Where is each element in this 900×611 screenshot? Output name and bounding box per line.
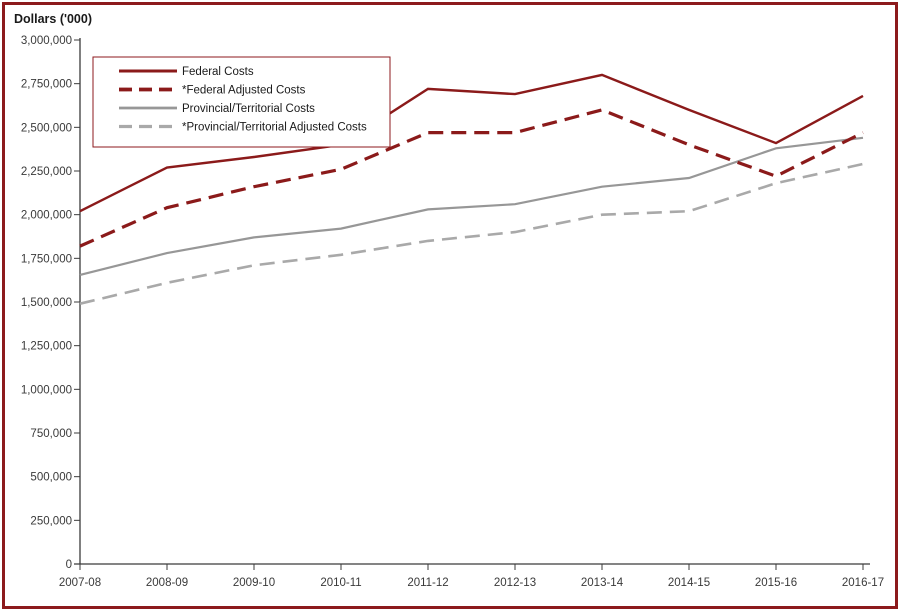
series-line-provincial-territorial-costs — [79, 136, 864, 276]
series-line-provincial-territorial-adjusted-costs — [79, 162, 864, 305]
legend-item-federal-costs: Federal Costs — [119, 66, 254, 78]
x-tick-label: 2008-09 — [146, 577, 188, 589]
legend-item-label: Federal Costs — [182, 66, 254, 78]
legend-item-label: Provincial/Territorial Costs — [182, 103, 315, 115]
legend-item-label: *Federal Adjusted Costs — [182, 85, 306, 97]
x-tick-label: 2009-10 — [233, 577, 275, 589]
x-tick-label: 2012-13 — [494, 577, 536, 589]
y-tick-label: 1,250,000 — [21, 341, 72, 353]
y-tick-label: 0 — [66, 559, 72, 571]
y-tick-label: 250,000 — [30, 515, 72, 527]
x-tick-label: 2013-14 — [581, 577, 624, 589]
y-tick-label: 3,000,000 — [21, 35, 72, 47]
legend-box: Federal Costs *Federal Adjusted Costs Prov… — [92, 56, 391, 148]
legend-item-label: *Provincial/Territorial Adjusted Costs — [182, 122, 367, 134]
chart-title: Dollars ('000) — [14, 12, 93, 26]
x-tick-label: 2010-11 — [320, 577, 361, 589]
y-tick-label: 500,000 — [30, 472, 72, 484]
series-line-federal-adjusted-costs — [79, 108, 864, 248]
x-tick-label: 2011-12 — [407, 577, 448, 589]
y-tick-label: 1,000,000 — [21, 384, 72, 396]
y-tick-label: 2,750,000 — [21, 79, 72, 91]
x-tick-label: 2016-17 — [842, 577, 884, 589]
y-tick-label: 2,000,000 — [21, 210, 72, 222]
x-tick-label: 2014-15 — [668, 577, 710, 589]
legend-item-provincial-territorial-adjusted-costs: *Provincial/Territorial Adjusted Costs — [119, 122, 367, 134]
y-tick-label: 1,500,000 — [21, 297, 72, 309]
legend-item-provincial-territorial-costs: Provincial/Territorial Costs — [119, 103, 315, 115]
y-tick-label: 2,500,000 — [21, 122, 72, 134]
x-tick-label: 2015-16 — [755, 577, 797, 589]
x-tick-label: 2007-08 — [59, 577, 101, 589]
legend-item-federal-adjusted-costs: *Federal Adjusted Costs — [119, 85, 306, 97]
y-tick-label: 750,000 — [30, 428, 72, 440]
y-tick-label: 1,750,000 — [21, 253, 72, 265]
series-line-federal-costs — [79, 73, 864, 213]
y-tick-label: 2,250,000 — [21, 166, 72, 178]
